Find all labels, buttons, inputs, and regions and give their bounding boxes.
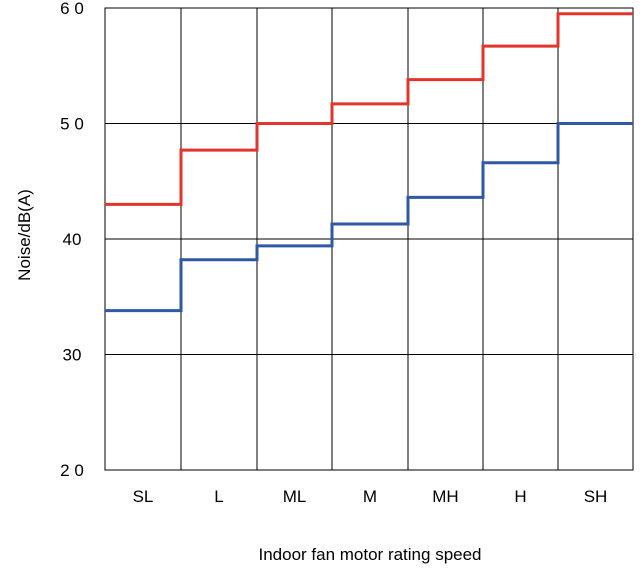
x-tick-label: SH <box>584 487 608 506</box>
x-tick-label: L <box>214 487 223 506</box>
y-tick-label: 5 0 <box>60 115 84 134</box>
x-tick-label: MH <box>432 487 458 506</box>
series-line-1 <box>105 12 633 206</box>
x-tick-label: M <box>363 487 377 506</box>
series-line-2 <box>105 122 633 313</box>
y-tick-label: 2 0 <box>60 461 84 480</box>
y-tick-label: 6 0 <box>60 0 84 18</box>
x-tick-label: SL <box>133 487 154 506</box>
grid <box>104 7 634 471</box>
series-lines <box>105 12 633 313</box>
y-axis-label: Noise/dB(A) <box>15 189 34 281</box>
x-axis-label: Indoor fan motor rating speed <box>258 545 481 564</box>
y-tick-label: 40 <box>63 230 82 249</box>
y-tick-labels: 2 0 30 40 5 0 6 0 <box>60 0 84 480</box>
y-tick-label: 30 <box>63 346 82 365</box>
x-tick-labels: SL L ML M MH H SH <box>133 487 608 506</box>
x-tick-label: ML <box>283 487 307 506</box>
x-tick-label: H <box>514 487 526 506</box>
